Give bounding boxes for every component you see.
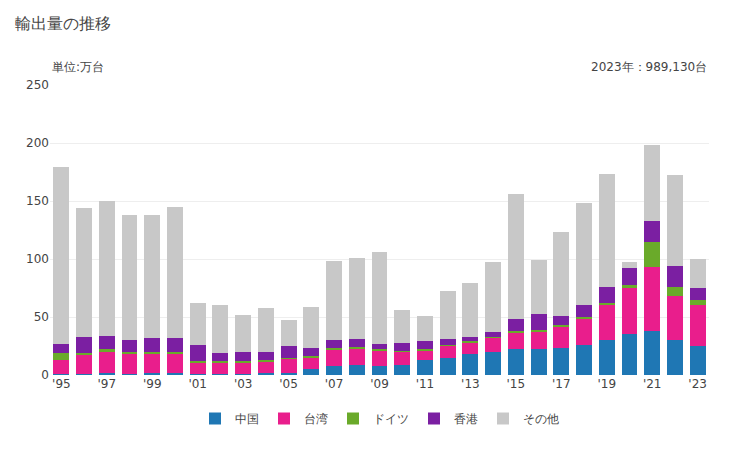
svg-text:'23: '23: [688, 377, 707, 391]
svg-text:'15: '15: [507, 377, 526, 391]
svg-text:'17: '17: [552, 377, 571, 391]
svg-text:中国: 中国: [235, 412, 259, 426]
svg-text:'99: '99: [143, 377, 162, 391]
svg-text:単位:万台: 単位:万台: [52, 60, 104, 74]
svg-text:'97: '97: [98, 377, 117, 391]
svg-text:2023年：989,130台: 2023年：989,130台: [591, 60, 707, 74]
svg-text:その他: その他: [523, 412, 559, 426]
svg-text:'13: '13: [461, 377, 480, 391]
svg-text:'09: '09: [370, 377, 389, 391]
svg-text:'11: '11: [416, 377, 435, 391]
svg-text:'95: '95: [52, 377, 71, 391]
svg-text:'03: '03: [234, 377, 253, 391]
svg-text:台湾: 台湾: [304, 412, 328, 426]
svg-text:ドイツ: ドイツ: [373, 412, 409, 426]
svg-text:'07: '07: [325, 377, 344, 391]
svg-text:250: 250: [26, 78, 49, 92]
svg-text:50: 50: [34, 310, 49, 324]
svg-text:100: 100: [26, 252, 49, 266]
svg-text:'01: '01: [188, 377, 207, 391]
svg-text:0: 0: [41, 368, 49, 382]
svg-text:'21: '21: [643, 377, 662, 391]
svg-text:香港: 香港: [454, 412, 478, 426]
svg-text:200: 200: [26, 136, 49, 150]
svg-text:'05: '05: [279, 377, 298, 391]
svg-text:'19: '19: [597, 377, 616, 391]
svg-text:150: 150: [26, 194, 49, 208]
svg-text:輸出量の推移: 輸出量の推移: [15, 14, 111, 33]
